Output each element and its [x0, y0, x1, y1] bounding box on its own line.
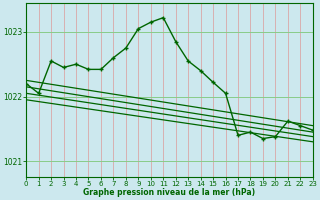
X-axis label: Graphe pression niveau de la mer (hPa): Graphe pression niveau de la mer (hPa): [84, 188, 256, 197]
